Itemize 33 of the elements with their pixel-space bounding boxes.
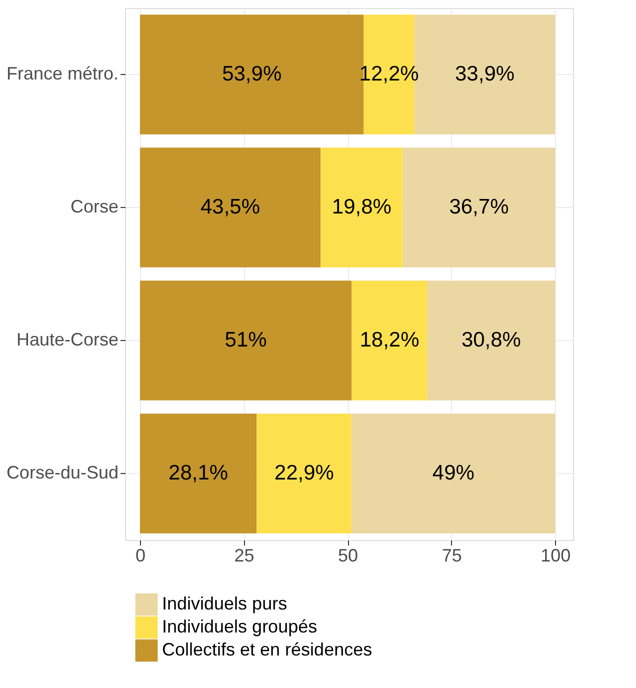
bar bbox=[427, 280, 556, 400]
y-tick-label: Corse bbox=[70, 196, 118, 216]
x-tick-label: 75 bbox=[442, 546, 462, 566]
data-label: 33,9% bbox=[454, 62, 515, 86]
x-tick-label: 100 bbox=[540, 546, 571, 566]
y-tick-label: Haute-Corse bbox=[16, 330, 118, 350]
data-label: 53,9% bbox=[222, 62, 282, 86]
data-label: 28,1% bbox=[168, 462, 228, 484]
x-tick-label: 50 bbox=[338, 546, 358, 566]
data-label: 19,8% bbox=[332, 196, 392, 218]
y-tick-label: Corse-du-Sud bbox=[6, 462, 118, 482]
data-label: 36,7% bbox=[449, 196, 509, 218]
x-tick-label: 25 bbox=[234, 546, 254, 566]
bar bbox=[320, 148, 403, 268]
y-tick-label: France métro. bbox=[6, 64, 118, 84]
data-label: 22,9% bbox=[274, 462, 334, 484]
legend-label: Collectifs et en résidences bbox=[162, 640, 372, 660]
data-label: 30,8% bbox=[461, 328, 521, 352]
legend-label: Individuels groupés bbox=[162, 616, 318, 636]
data-label: 51% bbox=[224, 328, 267, 352]
data-label: 12,2% bbox=[359, 62, 419, 86]
bar bbox=[402, 148, 556, 268]
bar bbox=[352, 280, 428, 400]
data-label: 43,5% bbox=[200, 196, 260, 218]
bar bbox=[140, 414, 257, 534]
bar bbox=[256, 414, 352, 534]
bar bbox=[140, 148, 321, 268]
data-label: 49% bbox=[432, 462, 474, 484]
legend-label: Individuels purs bbox=[162, 594, 288, 614]
bar bbox=[140, 280, 352, 400]
bar bbox=[352, 414, 556, 534]
x-tick-label: 0 bbox=[135, 546, 146, 566]
data-label: 18,2% bbox=[360, 328, 420, 352]
